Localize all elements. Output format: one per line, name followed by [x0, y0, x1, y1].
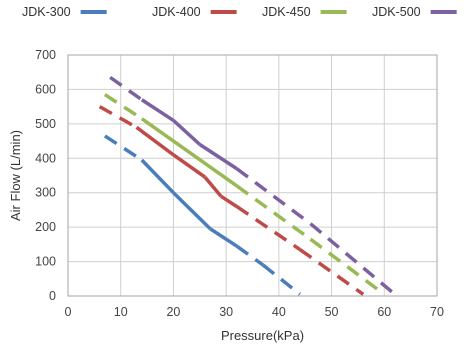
grid: [67, 54, 438, 297]
series-segment-jdk-450: [235, 184, 312, 241]
series-segment-jdk-500: [235, 167, 312, 226]
series-jdk-400: [98, 105, 365, 296]
series-segment-jdk-400: [172, 153, 207, 179]
plot-frame: [67, 54, 438, 297]
x-tick-label: 30: [219, 305, 233, 319]
series-segment-jdk-400: [219, 194, 238, 208]
series-segment-jdk-500: [109, 75, 143, 102]
y-tick-label: 200: [35, 220, 56, 234]
series-segment-jdk-450: [103, 93, 143, 121]
series-segment-jdk-300: [235, 244, 265, 267]
series-segment-jdk-450: [309, 237, 386, 296]
x-tick-label: 60: [377, 305, 391, 319]
y-tick-label: 300: [35, 186, 56, 200]
y-tick-label: 600: [35, 82, 56, 96]
x-tick-label: 0: [65, 305, 72, 319]
series-group: [98, 75, 396, 296]
series-segment-jdk-400: [235, 205, 301, 251]
series-segment-jdk-500: [198, 143, 238, 171]
series-segment-jdk-300: [172, 191, 212, 231]
legend-item-jdk-450: JDK-450: [262, 5, 347, 19]
legend-label: JDK-500: [372, 5, 421, 19]
series-segment-jdk-400: [135, 125, 175, 157]
legend-item-jdk-500: JDK-500: [372, 5, 457, 19]
series-segment-jdk-400: [298, 248, 365, 296]
x-tick-label: 40: [272, 305, 286, 319]
legend-label: JDK-300: [22, 5, 71, 19]
series-segment-jdk-300: [261, 263, 302, 296]
x-tick-label: 50: [325, 305, 339, 319]
series-jdk-500: [109, 75, 396, 296]
axes: 0 100 200 300 400 500 600 700 0 10 20 30 40 50 60 70: [35, 48, 444, 319]
series-segment-jdk-500: [172, 119, 201, 146]
legend-item-jdk-400: JDK-400: [152, 5, 237, 19]
x-tick-label: 20: [166, 305, 180, 319]
series-segment-jdk-300: [209, 227, 238, 248]
series-segment-jdk-300: [103, 134, 143, 162]
series-segment-jdk-300: [140, 158, 175, 194]
x-axis-label: Pressure(kPa): [221, 328, 304, 343]
legend: JDK-300 JDK-400 JDK-450 JDK-500: [22, 5, 457, 19]
y-tick-label: 0: [49, 289, 56, 303]
series-segment-jdk-500: [309, 222, 396, 296]
legend-label: JDK-400: [152, 5, 201, 19]
legend-label: JDK-450: [262, 5, 311, 19]
y-tick-label: 400: [35, 151, 56, 165]
series-jdk-300: [103, 134, 302, 296]
y-tick-label: 100: [35, 255, 56, 269]
series-segment-jdk-400: [203, 176, 223, 198]
series-segment-jdk-450: [172, 139, 238, 188]
y-axis-label: Air Flow (L/min): [8, 130, 23, 221]
series-segment-jdk-500: [140, 98, 175, 122]
x-tick-label: 70: [430, 305, 444, 319]
y-tick-label: 500: [35, 117, 56, 131]
series-segment-jdk-400: [98, 105, 138, 129]
series-jdk-450: [103, 93, 386, 296]
legend-item-jdk-300: JDK-300: [22, 5, 107, 19]
series-segment-jdk-450: [140, 117, 175, 143]
x-tick-label: 10: [114, 305, 128, 319]
y-tick-label: 700: [35, 48, 56, 62]
